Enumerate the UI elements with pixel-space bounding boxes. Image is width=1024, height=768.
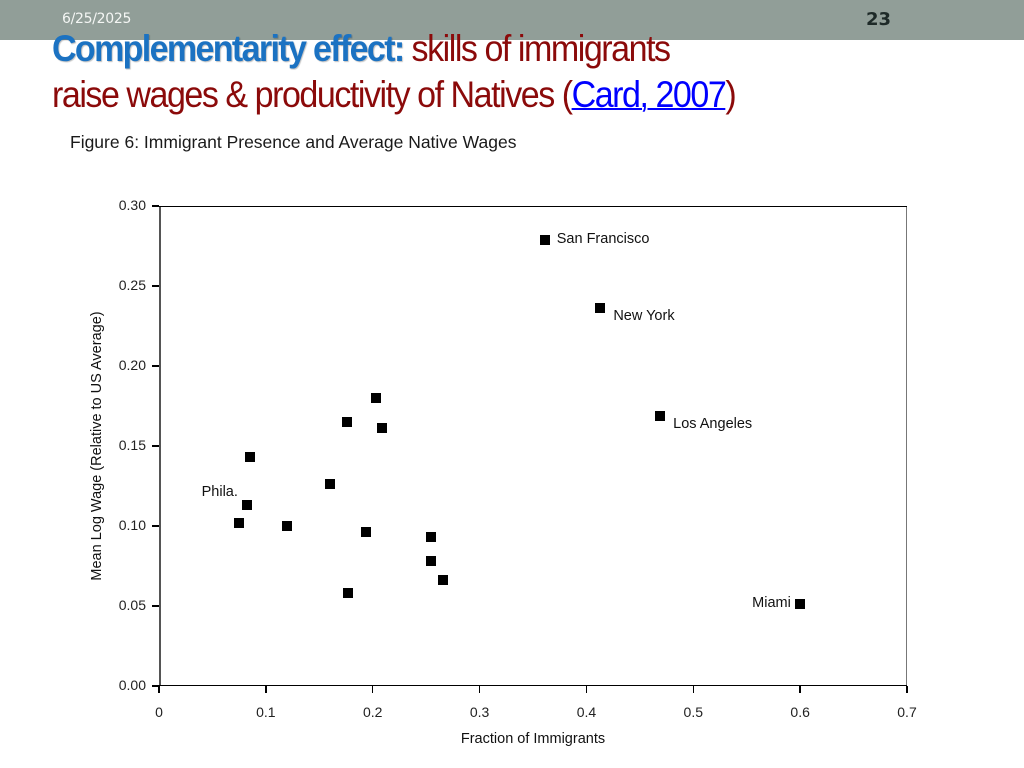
point-label: Phila. <box>201 484 238 501</box>
point-label: New York <box>613 308 675 325</box>
y-tick-label: 0.20 <box>118 357 146 373</box>
data-point-square-marker <box>370 393 381 403</box>
data-point-square-marker <box>426 556 437 567</box>
x-axis-label: Fraction of Immigrants <box>460 731 606 747</box>
x-tick-label: 0 <box>155 704 163 720</box>
x-tick-label: 0.2 <box>362 704 383 720</box>
x-tick-label: 0.4 <box>576 704 597 720</box>
data-point-square-marker <box>342 417 353 427</box>
data-point-square-marker <box>539 234 550 245</box>
data-point-square-marker <box>795 599 806 610</box>
data-point-square-marker <box>282 521 293 531</box>
x-tick-label: 0.5 <box>683 704 704 720</box>
figure-caption: Figure 6: Immigrant Presence and Average… <box>70 132 517 152</box>
citation-link[interactable]: Card, 2007 <box>571 74 727 115</box>
x-tick-mark <box>692 686 695 693</box>
x-tick-mark <box>585 686 588 693</box>
y-tick-mark <box>152 285 159 287</box>
y-tick-label: 0.05 <box>118 597 146 613</box>
title-line2-suffix: ) <box>725 74 736 115</box>
slide-number: 23 <box>866 9 892 30</box>
x-tick-label: 0.6 <box>790 704 810 720</box>
x-tick-label: 0.7 <box>897 704 917 720</box>
y-tick-mark <box>152 365 159 367</box>
data-point-square-marker <box>343 588 354 599</box>
data-point-square-marker <box>595 303 606 314</box>
y-tick-mark <box>152 605 159 607</box>
y-tick-label: 0.15 <box>118 437 146 453</box>
x-tick-label: 0.3 <box>469 704 490 720</box>
slide-date: 6/25/2025 <box>62 11 132 27</box>
title-accent: Complementarity effect: <box>52 28 405 69</box>
x-tick-mark <box>906 686 908 693</box>
data-point-square-marker <box>234 517 245 528</box>
x-tick-mark <box>799 686 801 693</box>
title-line1-rest: skills of immigrants <box>403 28 672 69</box>
x-tick-mark <box>265 686 267 693</box>
point-label: San Francisco <box>556 230 650 247</box>
x-tick-mark <box>371 686 374 693</box>
x-tick-mark <box>158 686 160 693</box>
x-tick-label: 0.1 <box>256 704 276 720</box>
y-tick-label: 0.10 <box>118 517 146 533</box>
title-line2-prefix: raise wages & productivity of Natives ( <box>52 74 573 115</box>
y-tick-mark <box>152 525 159 527</box>
y-tick-label: 0.25 <box>118 277 146 293</box>
slide-header-bar <box>0 0 1024 40</box>
slide-title: Complementarity effect: skills of immigr… <box>52 26 898 118</box>
y-tick-mark <box>152 445 159 447</box>
data-point-square-marker <box>244 452 255 463</box>
data-point-square-marker <box>438 575 449 586</box>
data-point-square-marker <box>426 532 437 543</box>
data-point-square-marker <box>324 479 335 490</box>
data-point-square-marker <box>655 410 666 421</box>
y-tick-label: 0.30 <box>118 197 146 213</box>
data-point-square-marker <box>377 423 388 434</box>
point-label: Los Angeles <box>673 415 753 432</box>
data-point-square-marker <box>361 527 372 538</box>
y-tick-label: 0.00 <box>118 677 146 693</box>
y-tick-mark <box>152 685 159 687</box>
plot-area <box>159 206 907 686</box>
x-tick-mark <box>478 686 481 693</box>
y-tick-mark <box>152 205 159 207</box>
data-point-square-marker <box>241 500 252 511</box>
point-label: Miami <box>752 595 791 612</box>
